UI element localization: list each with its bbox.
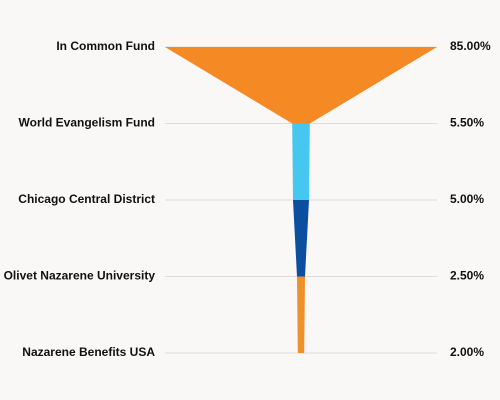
funnel-segment — [297, 276, 305, 353]
value-label: 2.50% — [450, 269, 484, 283]
funnel-segment — [292, 123, 310, 200]
funnel-segment — [293, 200, 309, 277]
category-label: World Evangelism Fund — [19, 116, 155, 130]
category-label: Chicago Central District — [18, 192, 155, 206]
category-label: Olivet Nazarene University — [4, 269, 156, 283]
category-label: In Common Fund — [56, 39, 155, 53]
value-label: 2.00% — [450, 345, 484, 359]
category-label: Nazarene Benefits USA — [22, 345, 155, 359]
value-label: 5.00% — [450, 192, 484, 206]
funnel-segment — [165, 47, 437, 124]
value-label: 5.50% — [450, 116, 484, 130]
value-label: 85.00% — [450, 39, 491, 53]
